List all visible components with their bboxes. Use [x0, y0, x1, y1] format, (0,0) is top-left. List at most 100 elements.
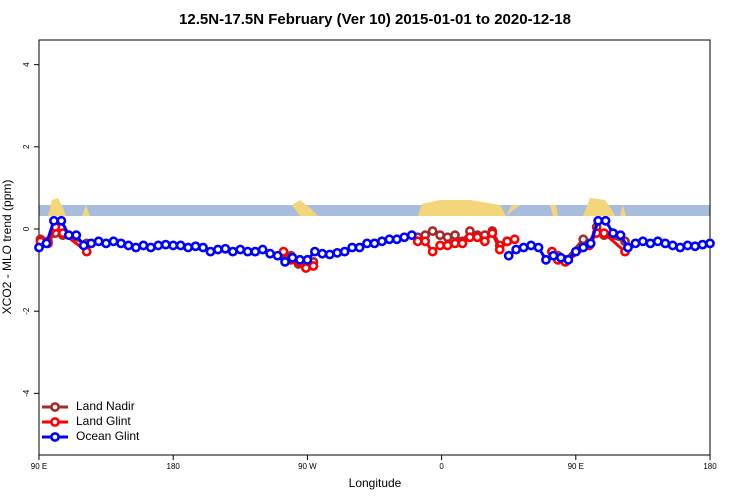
point	[541, 254, 551, 265]
point	[308, 261, 319, 271]
point	[391, 234, 402, 245]
x-tick-label: 90 W	[298, 462, 317, 471]
y-tick-label: 0	[22, 226, 31, 231]
point	[93, 236, 104, 247]
point	[220, 243, 231, 254]
point	[638, 236, 648, 247]
point	[555, 252, 566, 263]
chart-title: 12.5N-17.5N February (Ver 10) 2015-01-01…	[179, 11, 571, 28]
x-axis-label: Longitude	[349, 476, 402, 490]
point	[667, 240, 678, 251]
point	[511, 244, 522, 255]
point	[526, 240, 536, 251]
point	[652, 236, 663, 247]
legend-label: Land Glint	[76, 414, 131, 428]
legend-label: Ocean Glint	[76, 429, 140, 443]
point	[131, 242, 141, 253]
y-axis-label: XCO2 - MLO trend (ppm)	[0, 180, 14, 315]
point	[86, 238, 97, 249]
point	[123, 240, 134, 251]
point	[533, 242, 544, 253]
x-tick-label: 0	[439, 462, 444, 471]
point	[442, 232, 453, 243]
point	[101, 238, 111, 249]
point	[145, 242, 156, 253]
point	[427, 246, 438, 257]
point	[362, 238, 372, 249]
point	[175, 240, 186, 251]
point	[442, 240, 453, 251]
point	[41, 238, 52, 249]
point	[502, 236, 513, 247]
point	[518, 242, 529, 253]
point	[265, 248, 276, 259]
point	[435, 240, 446, 251]
x-tick-label: 180	[703, 462, 717, 471]
point	[406, 230, 417, 241]
point	[384, 234, 395, 245]
point	[503, 250, 514, 261]
point	[205, 246, 216, 257]
point	[235, 244, 246, 255]
point	[309, 246, 320, 257]
legend-marker	[50, 432, 60, 442]
point	[354, 242, 365, 253]
point	[412, 236, 423, 247]
point	[280, 256, 290, 267]
y-tick-label: -4	[22, 389, 31, 397]
point	[257, 244, 268, 255]
point	[472, 232, 483, 243]
point	[56, 215, 67, 226]
map-strip	[39, 198, 710, 216]
point	[593, 215, 604, 226]
point	[690, 241, 700, 252]
point	[548, 250, 559, 261]
point	[227, 246, 238, 257]
point	[682, 240, 693, 251]
point	[301, 263, 311, 273]
point	[450, 230, 460, 241]
point	[108, 236, 119, 247]
point	[675, 242, 686, 253]
point	[302, 254, 313, 265]
point	[347, 242, 358, 253]
point	[295, 254, 305, 265]
point	[317, 248, 328, 259]
point	[509, 234, 520, 245]
point	[153, 240, 164, 251]
y-tick-label: 2	[22, 144, 31, 149]
point	[420, 236, 431, 247]
point	[198, 242, 208, 253]
legend-label: Land Nadir	[76, 399, 135, 413]
point	[399, 232, 410, 243]
y-tick-label: 4	[22, 62, 31, 67]
point	[78, 240, 89, 251]
point	[183, 242, 194, 253]
point	[427, 226, 438, 236]
point	[494, 244, 505, 255]
point	[190, 241, 201, 252]
point	[630, 238, 641, 249]
x-tick-label: 90 E	[568, 462, 584, 471]
point	[487, 228, 498, 239]
legend-marker	[50, 417, 60, 427]
point	[479, 236, 490, 247]
point	[324, 249, 335, 260]
point	[63, 230, 74, 241]
point	[242, 246, 253, 257]
point	[578, 242, 589, 253]
point	[272, 250, 283, 261]
point	[435, 230, 446, 241]
point	[250, 246, 261, 257]
point	[71, 230, 82, 241]
point	[339, 246, 350, 257]
point	[645, 238, 656, 249]
legend-marker	[50, 402, 60, 412]
point	[332, 247, 343, 258]
point	[623, 242, 633, 253]
point	[457, 238, 468, 249]
point	[660, 238, 671, 249]
point	[563, 254, 574, 265]
point	[287, 252, 298, 263]
point	[615, 230, 626, 241]
